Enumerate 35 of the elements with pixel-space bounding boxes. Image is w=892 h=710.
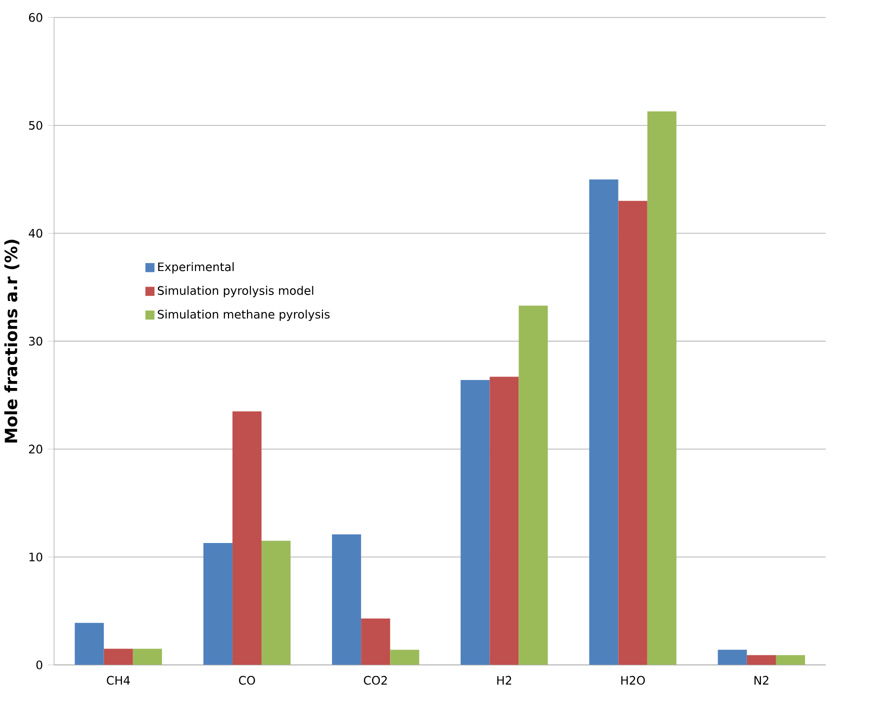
bar xyxy=(518,306,548,666)
legend-label: Experimental xyxy=(158,262,234,274)
bar xyxy=(647,112,676,666)
bar xyxy=(390,650,420,666)
bar xyxy=(74,623,104,666)
bar xyxy=(361,618,390,666)
x-tick-label: H2O xyxy=(621,676,645,685)
bar xyxy=(746,655,776,666)
bar xyxy=(618,201,648,666)
bar xyxy=(104,648,133,666)
y-tick-label: 40 xyxy=(28,229,42,238)
bar xyxy=(776,655,806,666)
y-tick-label: 60 xyxy=(29,13,42,22)
y-tick-label: 0 xyxy=(36,660,42,670)
y-tick-label: 30 xyxy=(29,336,42,346)
y-tick-label: 10 xyxy=(29,552,42,562)
bar xyxy=(232,412,262,666)
bar xyxy=(132,648,162,666)
x-tick-label: H2 xyxy=(497,676,512,685)
bar xyxy=(332,534,362,666)
x-tick-label: N2 xyxy=(754,676,768,685)
x-tick-label: CH4 xyxy=(106,676,130,685)
bar xyxy=(718,650,747,666)
y-tick-label: 20 xyxy=(29,444,42,454)
y-tick-label: 50 xyxy=(29,121,42,130)
x-tick-label: CO xyxy=(238,676,255,685)
x-tick-label: CO2 xyxy=(364,676,387,685)
bar xyxy=(460,380,490,666)
legend-label: Simulation methane pyrolysis xyxy=(158,310,330,322)
bar xyxy=(490,377,519,666)
bar xyxy=(203,543,232,666)
y-axis-title: Mole fractions a.r (%) xyxy=(4,240,20,443)
bar xyxy=(589,180,618,666)
legend-label: Simulation pyrolysis model xyxy=(158,286,314,298)
bar xyxy=(262,541,291,666)
